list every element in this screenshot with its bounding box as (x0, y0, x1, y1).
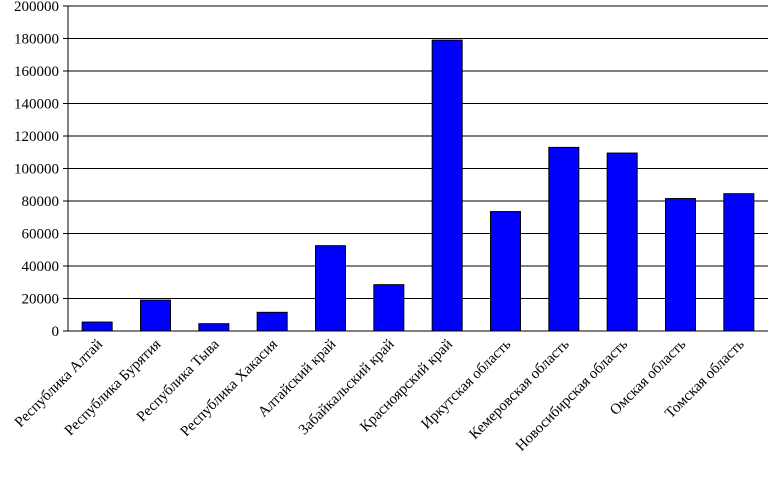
bar (665, 198, 696, 332)
y-tick-label: 40000 (22, 259, 60, 275)
bar (256, 311, 288, 332)
y-tick-label: 180000 (14, 32, 59, 48)
bar (723, 193, 755, 332)
bar (140, 299, 171, 332)
x-tick-label: Республика Бурятия (62, 336, 165, 439)
y-tick-label: 60000 (22, 227, 60, 243)
bar (198, 323, 230, 332)
y-tick-label: 200000 (14, 0, 59, 15)
bar (490, 211, 521, 332)
bar (431, 39, 463, 332)
x-tick-label: Забайкальский край (296, 337, 398, 439)
y-tick-label: 140000 (14, 97, 59, 113)
y-tick-label: 100000 (14, 162, 59, 178)
x-tick-label: Новосибирская область (513, 336, 631, 454)
x-tick-label: Республика Хакасия (178, 336, 281, 439)
bar (81, 321, 113, 332)
bar (606, 152, 638, 332)
bar (548, 146, 580, 332)
y-tick-label: 160000 (14, 64, 59, 80)
y-tick-label: 120000 (14, 129, 59, 145)
y-tick-label: 0 (52, 324, 60, 340)
y-tick-label: 80000 (22, 194, 60, 210)
bar (373, 284, 405, 332)
x-tick-label: Кемеровская область (466, 336, 572, 442)
y-tick-label: 20000 (22, 292, 60, 308)
bar (315, 245, 346, 332)
